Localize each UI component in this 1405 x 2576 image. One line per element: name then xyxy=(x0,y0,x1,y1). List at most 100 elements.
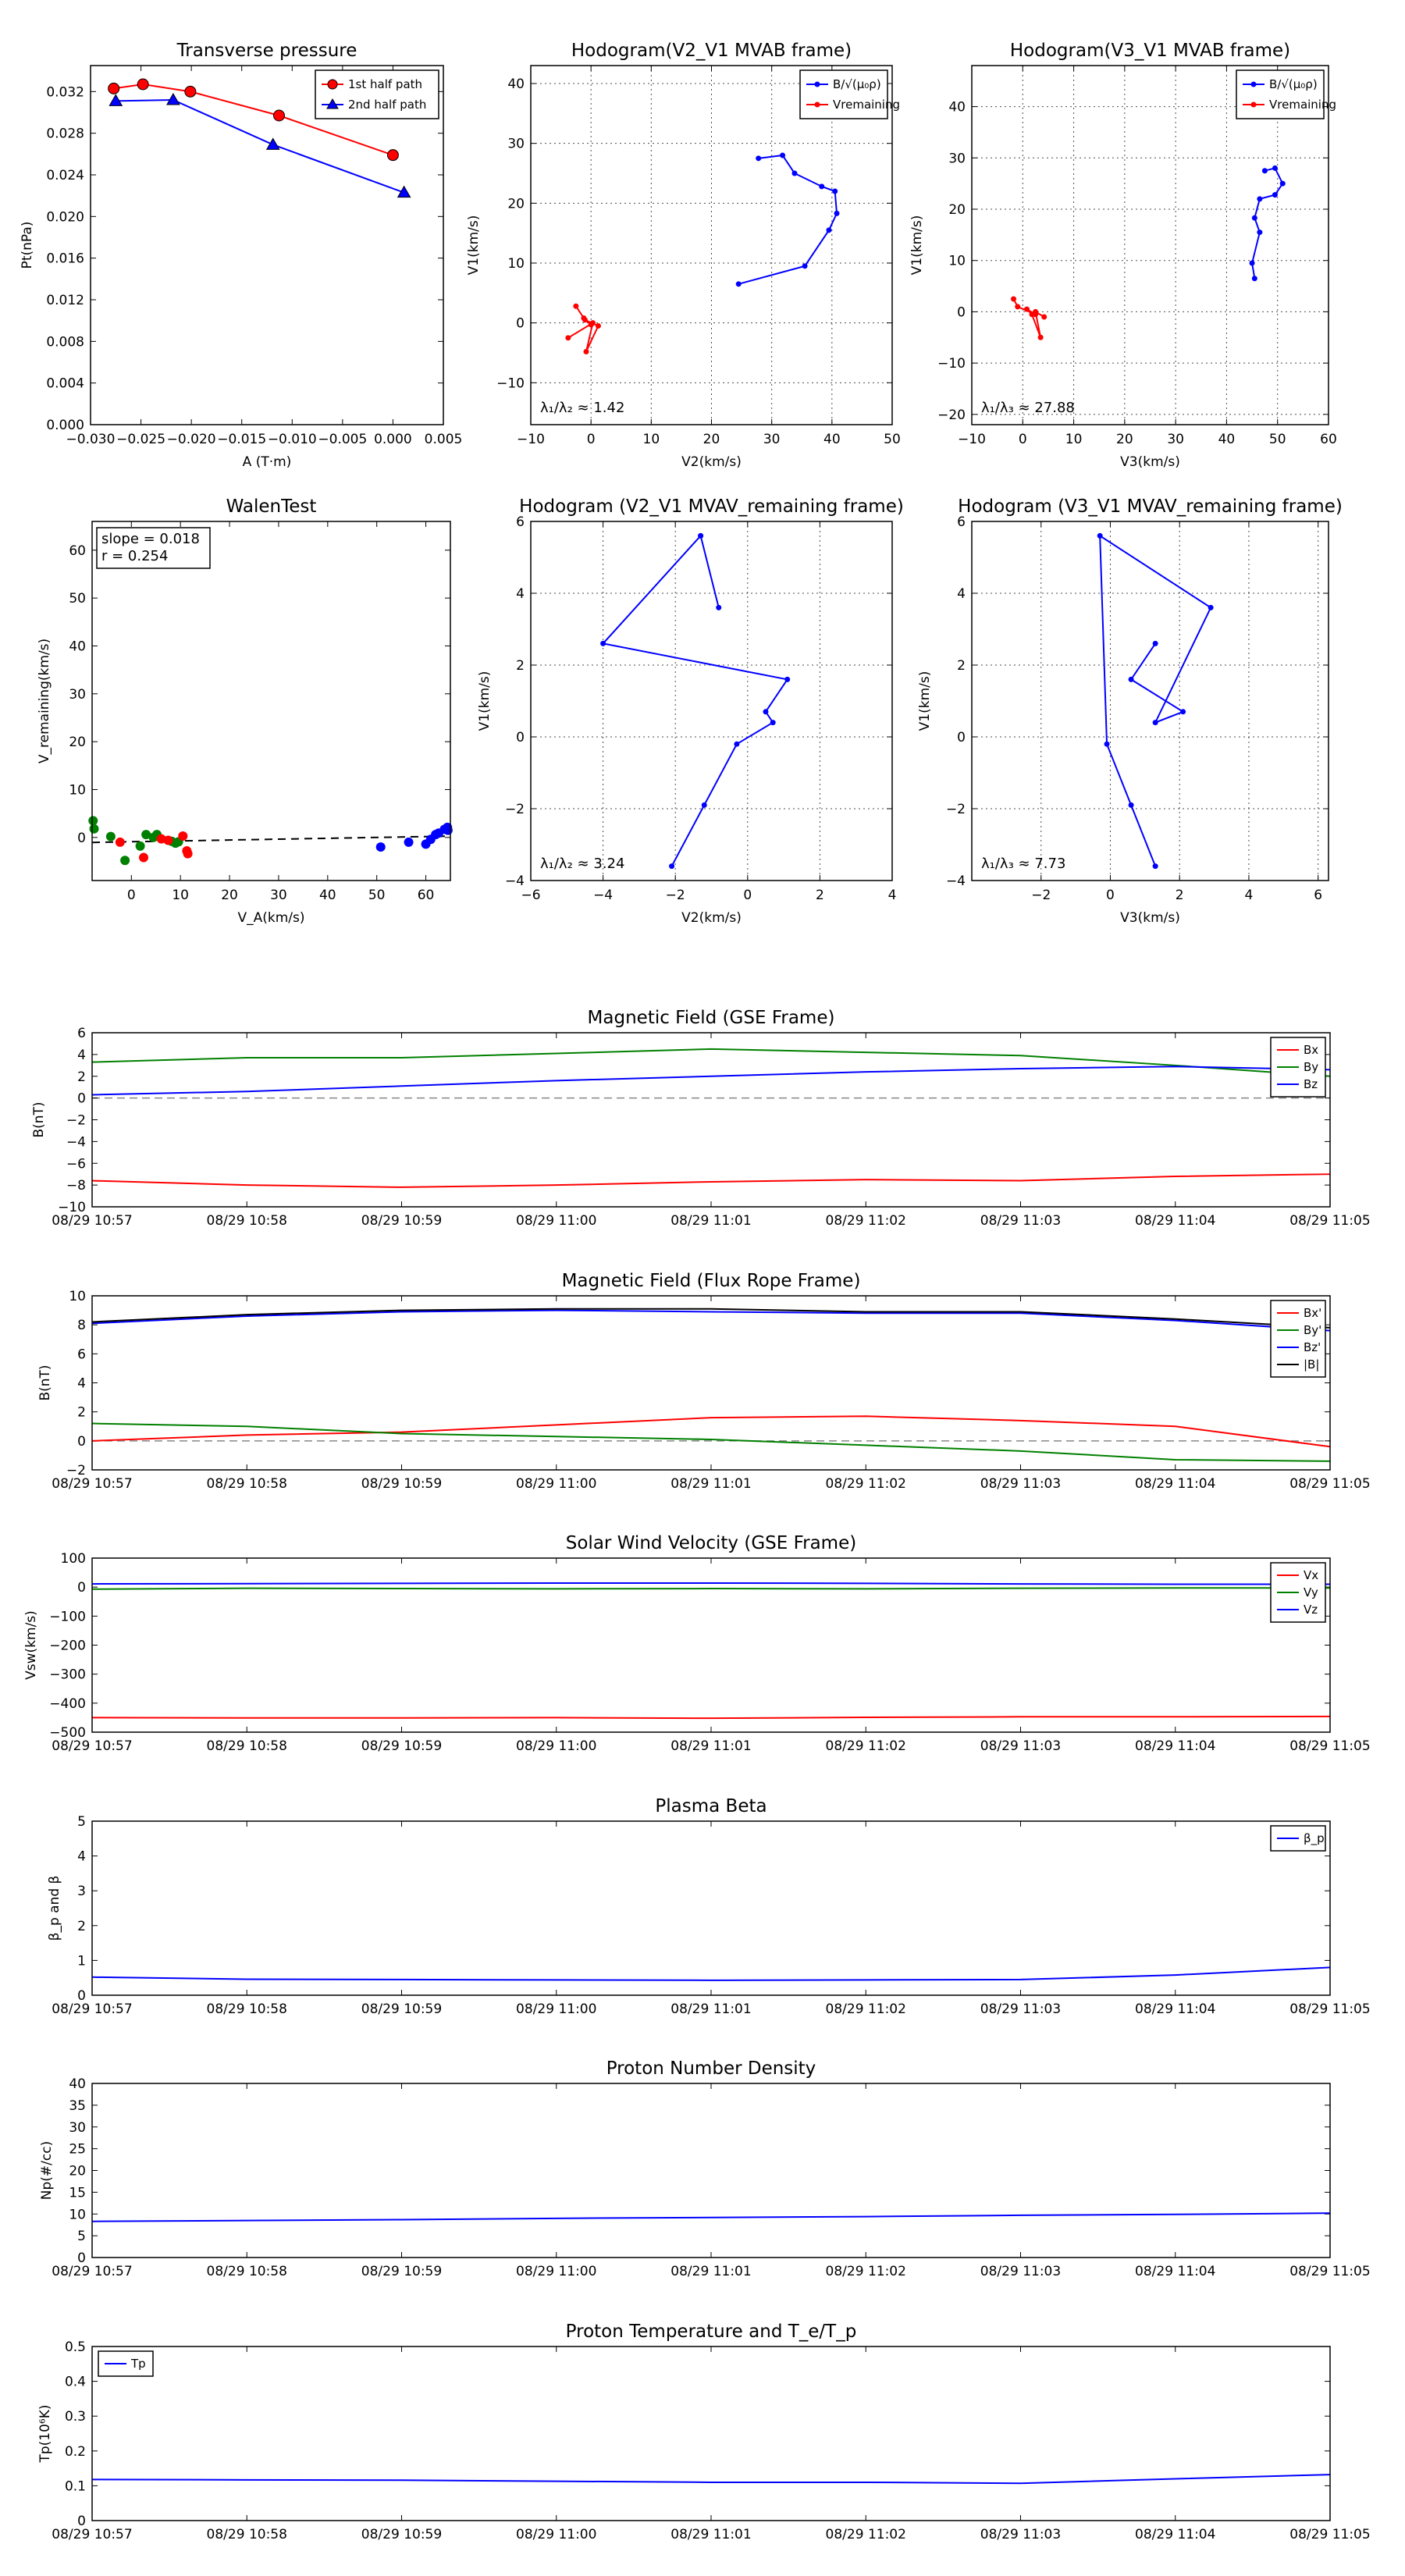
x-tick-label: −4 xyxy=(593,888,613,903)
data-point xyxy=(1104,741,1110,747)
x-tick-label: 0 xyxy=(127,888,136,903)
x-tick-label: 08/29 11:01 xyxy=(670,1738,751,1754)
y-tick-label: 4 xyxy=(77,1849,86,1865)
legend-box xyxy=(1236,69,1325,119)
y-tick-label: 2 xyxy=(77,1069,86,1085)
plot-frame xyxy=(91,2083,1331,2258)
x-tick-label: −0.030 xyxy=(66,432,116,447)
x-tick-label: 08/29 10:58 xyxy=(207,2527,287,2542)
y-tick-label: 10 xyxy=(69,2207,86,2222)
y-tick-label: 0.3 xyxy=(65,2409,86,2425)
y-tick-label: 0.004 xyxy=(46,376,84,392)
y-tick-label: −2 xyxy=(66,1113,86,1129)
y-tick-label: −6 xyxy=(66,1156,86,1172)
data-point xyxy=(265,137,280,150)
y-axis-label: B(nT) xyxy=(37,1364,53,1400)
x-tick-label: 08/29 11:05 xyxy=(1289,2001,1370,2017)
data-point xyxy=(600,640,606,646)
data-point xyxy=(819,183,825,190)
annotation-text: λ₁/λ₂ ≈ 1.42 xyxy=(540,400,624,416)
x-tick-label: 08/29 11:01 xyxy=(670,2001,751,2017)
series-line-0 xyxy=(91,1173,1331,1188)
y-tick-label: 0.1 xyxy=(65,2478,86,2494)
x-tick-label: −10 xyxy=(517,432,545,447)
series-line-2 xyxy=(91,1309,1331,1332)
series-line-0 xyxy=(91,2474,1331,2485)
y-tick-label: 0 xyxy=(516,730,525,745)
data-point xyxy=(581,315,587,322)
x-tick-label: 08/29 11:05 xyxy=(1289,2264,1370,2279)
x-tick-label: 08/29 11:01 xyxy=(670,1213,751,1229)
chart-np: 0 5 10 15 20 25 30 35 40 08/29 10:57 08/29 10:58 08… xyxy=(39,2058,1371,2279)
x-tick-label: 08/29 10:57 xyxy=(52,2527,132,2542)
x-tick-label: −2 xyxy=(1031,888,1051,903)
plot-frame xyxy=(91,1557,1331,1733)
y-tick-label: 0.2 xyxy=(65,2444,86,2460)
data-point xyxy=(1180,709,1186,715)
legend-label: B/√(μ₀ρ) xyxy=(1269,77,1318,91)
x-tick-label: 08/29 10:57 xyxy=(52,1213,132,1229)
x-tick-label: 08/29 10:59 xyxy=(361,2264,442,2279)
data-point xyxy=(735,281,742,287)
data-point xyxy=(1037,334,1044,340)
x-axis-label: V_A(km/s) xyxy=(237,910,304,926)
legend-marker xyxy=(1250,101,1257,108)
x-tick-label: 20 xyxy=(703,432,720,447)
x-tick-label: −2 xyxy=(666,888,685,903)
legend-label: Vx xyxy=(1304,1568,1318,1582)
data-point xyxy=(272,109,285,122)
x-tick-label: 08/29 11:02 xyxy=(826,1213,906,1229)
legend-label: B/√(μ₀ρ) xyxy=(833,77,881,91)
y-tick-label: 0 xyxy=(77,1988,86,2004)
data-point xyxy=(166,92,180,105)
x-axis-label: V2(km/s) xyxy=(681,454,742,470)
x-tick-label: 08/29 11:04 xyxy=(1135,1738,1215,1754)
y-tick-label: 40 xyxy=(69,2076,86,2092)
y-tick-label: 40 xyxy=(69,639,86,654)
x-tick-label: 0 xyxy=(743,888,752,903)
data-point xyxy=(88,816,98,826)
y-axis-label: Pt(nPa) xyxy=(20,222,35,269)
y-tick-label: 0 xyxy=(957,730,966,745)
x-tick-label: 08/29 11:01 xyxy=(670,2264,751,2279)
x-tick-label: 2 xyxy=(1176,888,1184,903)
data-point xyxy=(1272,192,1278,198)
y-tick-label: −10 xyxy=(58,1200,86,1215)
data-point xyxy=(1041,314,1048,320)
x-tick-label: 08/29 11:05 xyxy=(1289,1738,1370,1754)
y-tick-label: 20 xyxy=(948,202,966,218)
data-point xyxy=(669,863,675,870)
y-axis-label: Np(#/cc) xyxy=(39,2141,55,2200)
data-point xyxy=(1249,260,1255,266)
y-tick-label: 40 xyxy=(948,100,966,116)
x-tick-label: 08/29 10:58 xyxy=(207,1476,287,1492)
chart-beta: 0 1 2 3 4 5 08/29 10:57 08/29 10:58 08/29 10:59 0… xyxy=(47,1796,1371,2017)
y-tick-label: −200 xyxy=(49,1638,86,1654)
x-tick-label: 30 xyxy=(1167,432,1184,447)
annotation-text: λ₁/λ₂ ≈ 3.24 xyxy=(540,856,624,872)
y-tick-label: 0.020 xyxy=(46,209,84,225)
legend-label: Vz xyxy=(1304,1603,1318,1617)
data-point xyxy=(834,210,840,216)
data-point xyxy=(1024,306,1030,312)
y-tick-label: −500 xyxy=(49,1725,86,1741)
chart-vsw: −500 −400 −300 −200 −100 0 100 08/29 10:57 08/29… xyxy=(23,1533,1371,1754)
data-point xyxy=(1152,863,1158,870)
x-tick-label: −10 xyxy=(958,432,986,447)
x-tick-label: 08/29 11:00 xyxy=(516,1738,596,1754)
chart-title: Proton Number Density xyxy=(606,2058,816,2079)
data-point xyxy=(784,676,791,682)
x-tick-label: 08/29 11:04 xyxy=(1135,1213,1215,1229)
series-line-0 xyxy=(91,1966,1331,1981)
series-line-0 xyxy=(1251,167,1284,279)
legend-marker xyxy=(814,81,820,87)
legend-marker xyxy=(326,98,339,109)
data-point xyxy=(184,85,197,98)
plot-frame xyxy=(91,1295,1331,1471)
series-line-2 xyxy=(91,1582,1330,1585)
y-tick-label: −2 xyxy=(66,1463,86,1478)
chart-tp: 0.000 0.004 0.008 0.012 0.016 0.020 0.024 0.028… xyxy=(20,41,462,470)
x-tick-label: 08/29 11:01 xyxy=(670,1476,751,1492)
y-axis-label: V1(km/s) xyxy=(477,671,493,731)
y-tick-label: 2 xyxy=(77,1919,86,1934)
